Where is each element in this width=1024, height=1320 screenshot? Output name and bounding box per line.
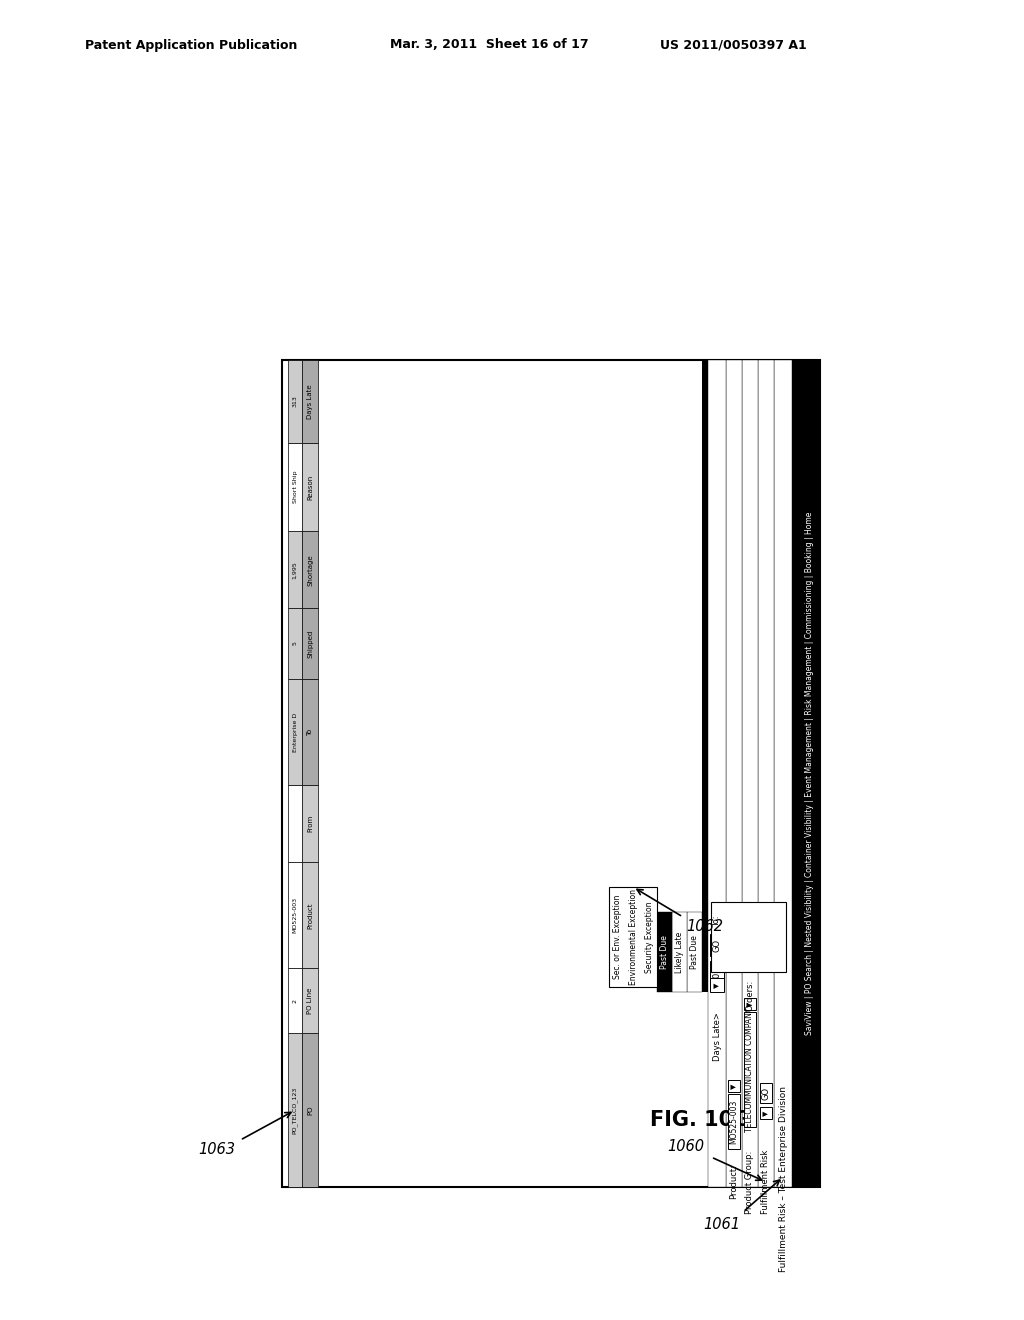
Text: MO525-003: MO525-003 — [729, 1100, 738, 1143]
Text: 1063: 1063 — [198, 1142, 234, 1158]
Bar — [774, 360, 792, 1187]
Text: Likely Late: Likely Late — [675, 932, 684, 973]
Bar — [288, 678, 302, 785]
Bar — [288, 969, 302, 1034]
Text: Security Exception: Security Exception — [644, 902, 653, 973]
Text: TELECOMMUNICATION COMPANY: TELECOMMUNICATION COMPANY — [745, 1007, 755, 1131]
Text: GO: GO — [713, 939, 722, 952]
Text: Shipped: Shipped — [307, 630, 313, 657]
Text: FIG. 10G: FIG. 10G — [650, 1110, 751, 1130]
Bar — [726, 360, 742, 1187]
Bar — [302, 360, 318, 442]
Bar — [728, 1094, 740, 1148]
Text: Fulfillment Risk – Test Enterprise Division: Fulfillment Risk – Test Enterprise Divis… — [778, 1086, 787, 1272]
Text: PO Line: PO Line — [307, 987, 313, 1014]
Bar — [302, 532, 318, 609]
Bar — [302, 969, 318, 1034]
Text: 1,995: 1,995 — [293, 561, 298, 578]
Bar — [288, 532, 302, 609]
Bar — [302, 1034, 318, 1187]
Bar — [758, 360, 774, 1187]
Bar — [288, 785, 302, 862]
Bar — [672, 912, 687, 993]
Text: Enterprise D: Enterprise D — [293, 713, 298, 752]
Text: 5: 5 — [293, 642, 298, 645]
Text: Product Group:: Product Group: — [745, 1150, 755, 1213]
Bar — [302, 862, 318, 969]
Text: 313: 313 — [293, 396, 298, 408]
Bar — [302, 442, 318, 532]
Text: Fulfillment Risk: Fulfillment Risk — [762, 1150, 770, 1214]
Text: Patent Application Publication: Patent Application Publication — [85, 38, 297, 51]
Bar — [288, 609, 302, 678]
Text: 1061: 1061 — [703, 1217, 740, 1232]
Bar — [710, 961, 724, 989]
Text: Days Late: Days Late — [307, 384, 313, 418]
Text: PO: PO — [307, 1105, 313, 1115]
Text: Past Due: Past Due — [690, 935, 699, 969]
Text: Orders:: Orders: — [745, 979, 755, 1011]
Text: ▼: ▼ — [746, 1002, 753, 1007]
Text: MO525-003: MO525-003 — [293, 898, 298, 933]
Bar — [760, 1107, 772, 1119]
Bar — [792, 360, 800, 1187]
Bar — [687, 912, 702, 993]
Bar — [742, 360, 758, 1187]
Text: 2: 2 — [293, 999, 298, 1003]
Bar — [711, 902, 786, 972]
Text: From: From — [307, 814, 313, 833]
Bar — [302, 785, 318, 862]
Bar — [710, 935, 724, 956]
Text: Past Due: Past Due — [660, 935, 669, 969]
Text: Environmental Exception: Environmental Exception — [629, 888, 638, 985]
Bar — [302, 678, 318, 785]
Bar — [302, 609, 318, 678]
Text: To:: To: — [713, 915, 722, 927]
Bar — [288, 360, 302, 442]
Text: ▼: ▼ — [714, 982, 720, 987]
Bar — [728, 1080, 740, 1092]
Text: Product:: Product: — [729, 1164, 738, 1200]
Text: Sec. or Env. Exception: Sec. or Env. Exception — [612, 895, 622, 979]
Text: 1062: 1062 — [686, 919, 723, 935]
Text: Mar. 3, 2011  Sheet 16 of 17: Mar. 3, 2011 Sheet 16 of 17 — [390, 38, 589, 51]
Bar — [657, 912, 672, 993]
Text: 1060: 1060 — [667, 1139, 705, 1154]
Bar — [760, 1082, 772, 1104]
Bar — [288, 442, 302, 532]
Text: PO_TELCO_123: PO_TELCO_123 — [292, 1086, 298, 1134]
Text: Shortage: Shortage — [307, 554, 313, 586]
Text: Reason: Reason — [307, 474, 313, 500]
Text: SaviView | PO Search | Nested Visibility | Container Visibility | Event Manageme: SaviView | PO Search | Nested Visibility… — [806, 512, 814, 1035]
Bar — [288, 1034, 302, 1187]
Bar — [800, 360, 820, 1187]
Text: Product: Product — [307, 902, 313, 928]
Text: Days Late>: Days Late> — [713, 1012, 722, 1061]
Text: US 2011/0050397 A1: US 2011/0050397 A1 — [660, 38, 807, 51]
Bar — [744, 998, 756, 1010]
Text: GO: GO — [762, 1086, 770, 1100]
Bar — [702, 360, 708, 993]
Text: Short Ship: Short Ship — [293, 471, 298, 503]
Bar — [282, 360, 820, 1187]
Bar — [708, 360, 726, 1187]
Text: ▼: ▼ — [731, 1084, 737, 1089]
Bar — [609, 887, 657, 987]
Text: ▼: ▼ — [763, 1110, 769, 1115]
Text: 0: 0 — [713, 973, 722, 978]
Text: To: To — [307, 729, 313, 735]
Bar — [710, 978, 724, 993]
Bar — [744, 1012, 756, 1127]
Bar — [288, 862, 302, 969]
